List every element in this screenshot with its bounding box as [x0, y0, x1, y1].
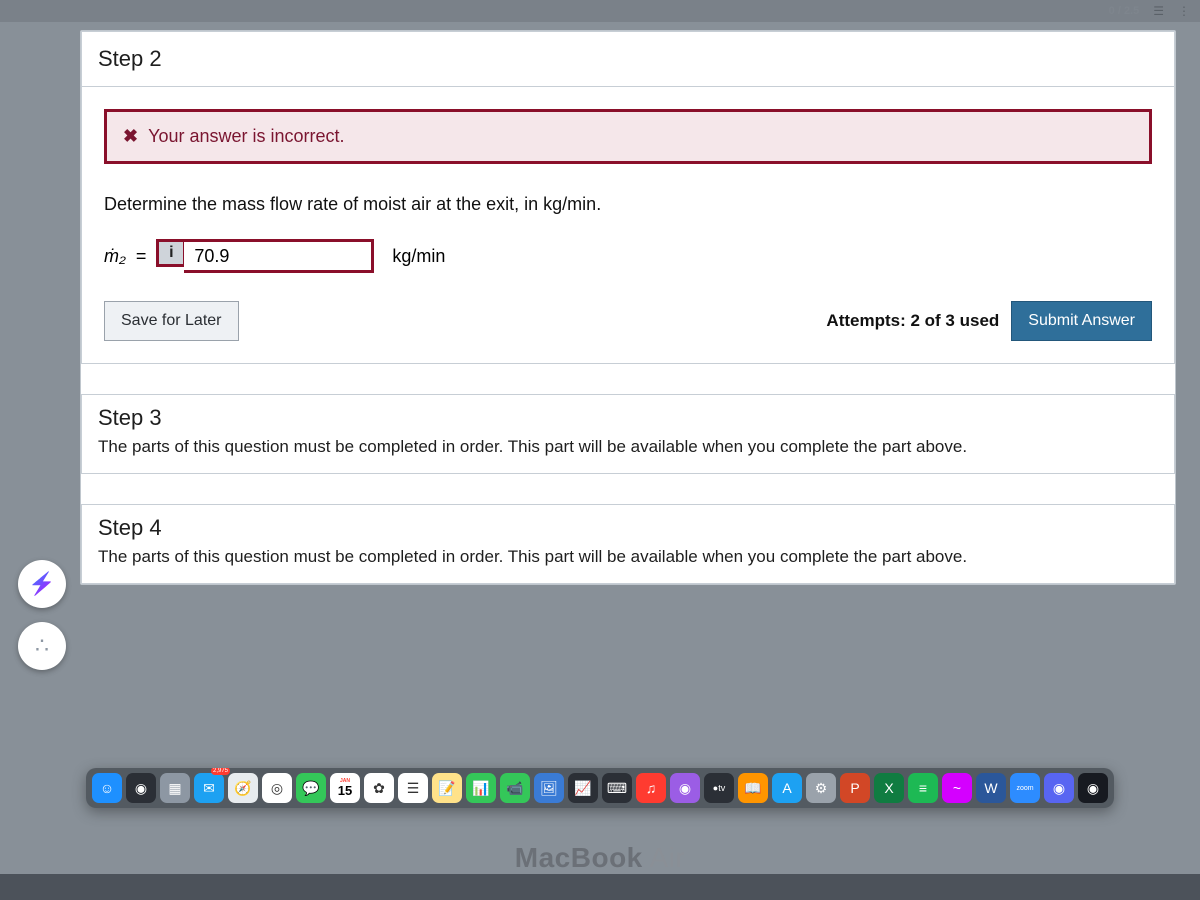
question-text: Determine the mass flow rate of moist ai…	[104, 194, 1152, 215]
dock-app-photos[interactable]: ✿	[364, 773, 394, 803]
step2-header: Step 2	[81, 31, 1175, 87]
dock-app-safari[interactable]: 🧭	[228, 773, 258, 803]
dock-wrapper: ☺◉▦✉2,975🧭◎💬JAN15✿☰📝📊📹🖼📈⌨♫◉●tv📖A⚙PX≡~Wzo…	[0, 754, 1200, 900]
dock-app-reminders[interactable]: ☰	[398, 773, 428, 803]
dock-app-launchpad[interactable]: ▦	[160, 773, 190, 803]
attempts-text: Attempts: 2 of 3 used	[826, 311, 999, 331]
save-for-later-button[interactable]: Save for Later	[104, 301, 239, 341]
messenger-icon: ⚡	[28, 571, 55, 597]
dock: ☺◉▦✉2,975🧭◎💬JAN15✿☰📝📊📹🖼📈⌨♫◉●tv📖A⚙PX≡~Wzo…	[86, 768, 1114, 808]
dock-app-chart[interactable]: 📈	[568, 773, 598, 803]
zoom-readout: 0 / 2.5	[1109, 5, 1140, 17]
laptop-bezel	[0, 874, 1200, 900]
dock-app-notes[interactable]: 📝	[432, 773, 462, 803]
dock-app-spotify[interactable]: ≡	[908, 773, 938, 803]
step4-header: Step 4	[82, 505, 1174, 541]
dock-app-tv[interactable]: ●tv	[704, 773, 734, 803]
dock-app-settings[interactable]: ⚙	[806, 773, 836, 803]
step4-message: The parts of this question must be compl…	[82, 541, 1174, 583]
dock-app-mail[interactable]: ✉2,975	[194, 773, 224, 803]
dock-app-word[interactable]: W	[976, 773, 1006, 803]
dock-app-terminal[interactable]: ⌨	[602, 773, 632, 803]
equals-sign: =	[136, 246, 147, 267]
list-icon[interactable]: ☰	[1153, 4, 1164, 18]
dock-app-excel[interactable]: X	[874, 773, 904, 803]
actions-row: Save for Later Attempts: 2 of 3 used Sub…	[104, 301, 1152, 341]
step3-locked: Step 3 The parts of this question must b…	[81, 394, 1175, 474]
dock-app-facetime[interactable]: 📹	[500, 773, 530, 803]
dock-app-appstore[interactable]: A	[772, 773, 802, 803]
dock-app-calendar[interactable]: JAN15	[330, 773, 360, 803]
submit-answer-button[interactable]: Submit Answer	[1011, 301, 1152, 341]
assignment-page: Step 2 ✖ Your answer is incorrect. Deter…	[80, 30, 1176, 585]
dock-app-numbers[interactable]: 📊	[466, 773, 496, 803]
incorrect-banner: ✖ Your answer is incorrect.	[104, 109, 1152, 164]
dock-app-music[interactable]: ♫	[636, 773, 666, 803]
dock-app-zoom[interactable]: zoom	[1010, 773, 1040, 803]
dock-app-podcasts[interactable]: ◉	[670, 773, 700, 803]
dock-app-finder[interactable]: ☺	[92, 773, 122, 803]
assistant-icon: ∴	[35, 633, 49, 659]
dock-app-messages[interactable]: 💬	[296, 773, 326, 803]
browser-top-bar: 0 / 2.5 ☰ ⋮	[0, 0, 1200, 22]
dock-app-siri[interactable]: ◉	[126, 773, 156, 803]
step3-message: The parts of this question must be compl…	[82, 431, 1174, 473]
answer-input[interactable]	[184, 239, 374, 273]
unit-label: kg/min	[392, 246, 445, 267]
step3-header: Step 3	[82, 395, 1174, 431]
variable-label: ṁ₂	[104, 246, 126, 267]
assistant-bubble[interactable]: ∴	[18, 622, 66, 670]
laptop-label: MacBook Air	[515, 842, 685, 874]
info-icon[interactable]: i	[156, 239, 184, 267]
dock-app-powerpoint[interactable]: P	[840, 773, 870, 803]
x-icon: ✖	[123, 126, 138, 147]
incorrect-text: Your answer is incorrect.	[148, 126, 344, 147]
dock-app-steam[interactable]: ◉	[1078, 773, 1108, 803]
dock-app-books[interactable]: 📖	[738, 773, 768, 803]
more-icon[interactable]: ⋮	[1178, 4, 1190, 18]
laptop-label-bold: MacBook	[515, 842, 643, 873]
dock-app-messenger[interactable]: ~	[942, 773, 972, 803]
laptop-label-light: Air	[643, 842, 685, 873]
dock-app-discord[interactable]: ◉	[1044, 773, 1074, 803]
step2-body: ✖ Your answer is incorrect. Determine th…	[81, 87, 1175, 364]
floating-bubbles: ⚡ ∴	[18, 560, 66, 670]
dock-app-preview[interactable]: 🖼	[534, 773, 564, 803]
answer-row: ṁ₂ = i kg/min	[104, 239, 1152, 273]
dock-app-chrome[interactable]: ◎	[262, 773, 292, 803]
messenger-bubble[interactable]: ⚡	[18, 560, 66, 608]
step4-locked: Step 4 The parts of this question must b…	[81, 504, 1175, 584]
